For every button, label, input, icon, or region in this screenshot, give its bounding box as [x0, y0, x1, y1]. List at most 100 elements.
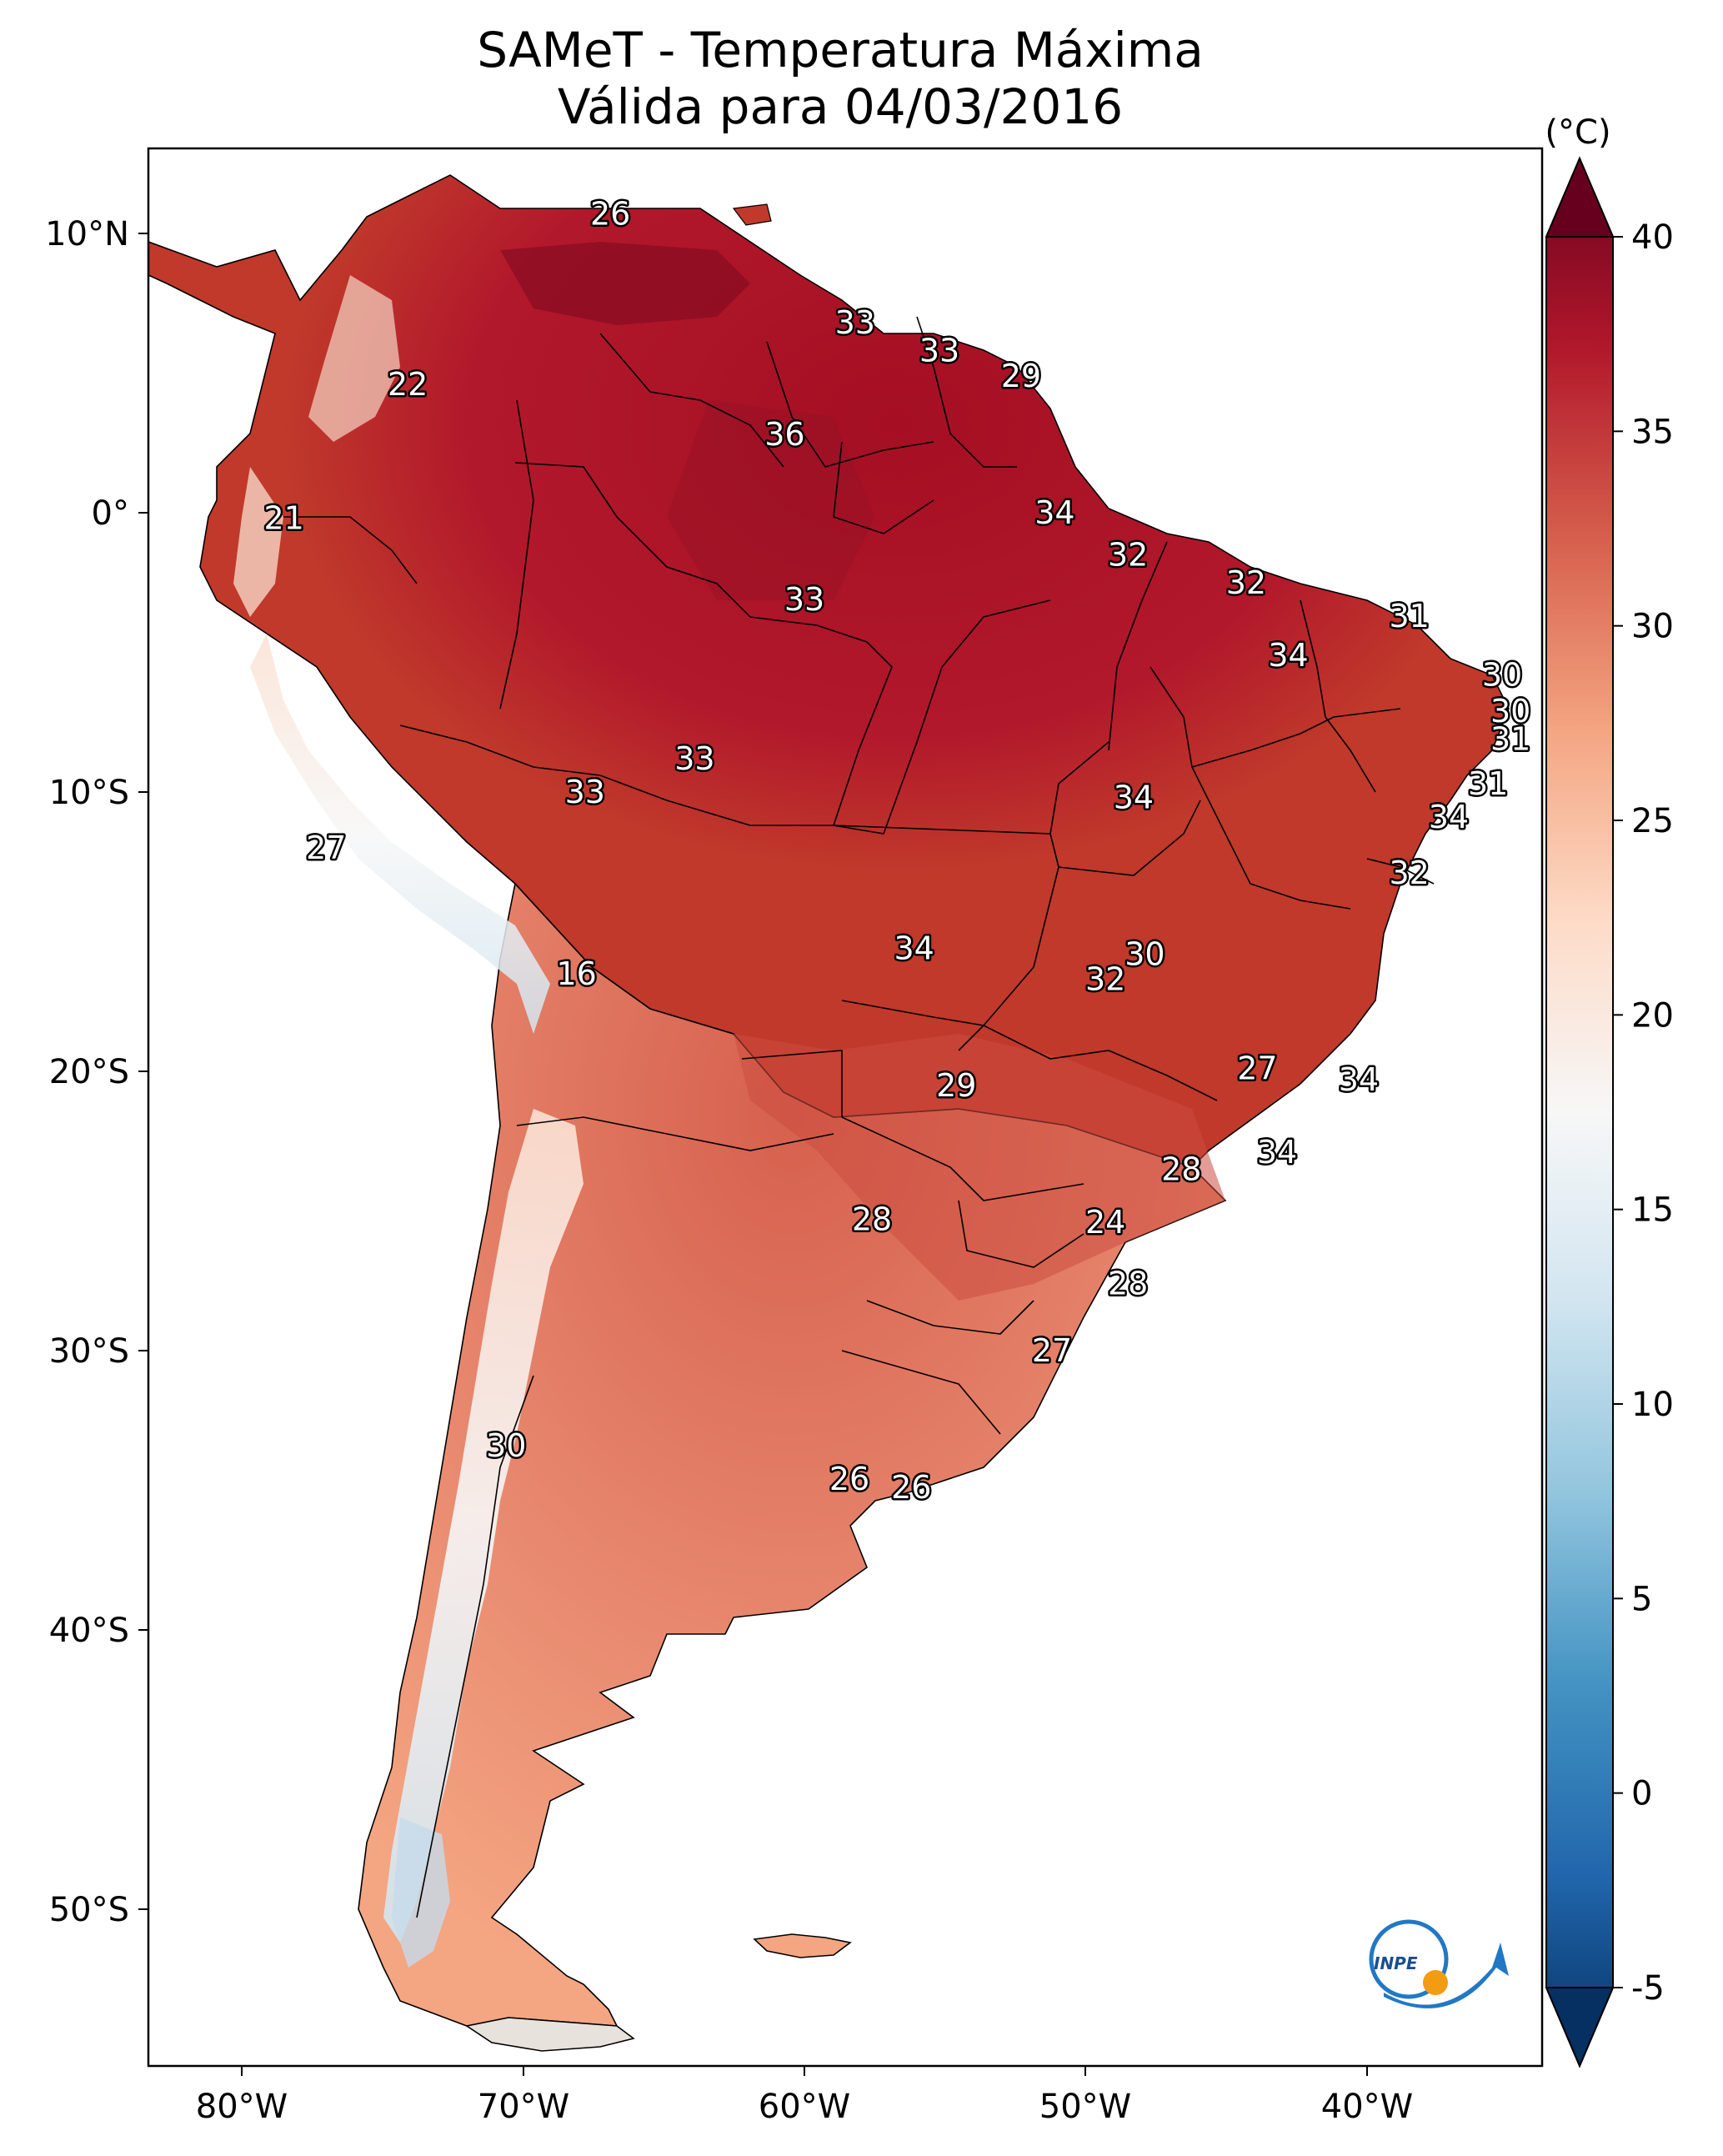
map-title-line1: SAMeT - Temperatura Máxima	[477, 22, 1204, 78]
colorbar-tick: 20	[1613, 996, 1674, 1035]
colorbar: (°C) 40 35 30 25 20 15 10 5 0 -5	[1545, 113, 1674, 2068]
lon-label: 40°W	[1321, 2088, 1413, 2126]
colorbar-tick-label: 25	[1631, 802, 1674, 840]
inpe-logo-ring	[1369, 1919, 1449, 1999]
city-temperature-label: 27	[1032, 1332, 1072, 1369]
andes-ecuador	[233, 467, 283, 617]
andes-south	[383, 1109, 584, 1943]
colorbar-ticks: 40 35 30 25 20 15 10 5 0 -5	[1613, 218, 1674, 2008]
colorbar-tick-label: 10	[1631, 1386, 1674, 1424]
colorbar-tick-label: 35	[1631, 413, 1674, 451]
colorbar-tick: 30	[1613, 608, 1674, 646]
city-temperature-label: 34	[1034, 494, 1074, 531]
city-temperature-label: 30	[1490, 693, 1530, 730]
colorbar-unit: (°C)	[1545, 113, 1610, 152]
colorbar-tick: 25	[1613, 802, 1674, 840]
city-temperature-label: 33	[565, 774, 605, 810]
colorbar-tick-label: 0	[1631, 1775, 1652, 1813]
colorbar-tick: 0	[1613, 1775, 1652, 1813]
hot-core-venezuela	[500, 242, 750, 325]
colorbar-tick: -5	[1613, 1969, 1665, 2008]
city-temperature-label: 27	[1237, 1050, 1277, 1087]
colorbar-min-extend	[1545, 1987, 1615, 2068]
city-temperature-label: 22	[388, 366, 428, 403]
hot-core-amazon	[667, 400, 875, 600]
city-temperature-label: 33	[919, 333, 959, 369]
colorbar-tick-label: 5	[1631, 1580, 1652, 1618]
colorbar-tick: 40	[1613, 218, 1674, 257]
land-falklands	[753, 1933, 852, 1958]
city-temperature-label: 33	[784, 581, 824, 618]
city-temperature-label: 28	[1161, 1151, 1201, 1187]
lon-label: 50°W	[1039, 2088, 1131, 2126]
inpe-logo-sun	[1423, 1970, 1448, 1995]
andes-north	[250, 634, 550, 1034]
lat-label: 30°S	[49, 1332, 129, 1371]
andes-colombia	[308, 275, 400, 442]
city-temperature-label: 32	[1085, 960, 1125, 997]
colorbar-tick: 5	[1613, 1580, 1652, 1618]
city-temperature-label: 28	[1108, 1266, 1148, 1302]
city-temperature-label: 32	[1108, 536, 1148, 573]
lon-label: 70°W	[478, 2088, 569, 2126]
city-temperature-label: 28	[852, 1201, 892, 1238]
city-temperature-label: 34	[1429, 799, 1469, 835]
city-temperature-label: 34	[1257, 1134, 1297, 1171]
city-temperature-label: 26	[829, 1461, 869, 1497]
lat-label: 20°S	[49, 1053, 129, 1091]
lon-label: 60°W	[759, 2088, 850, 2126]
city-temperature-label: 34	[1339, 1061, 1379, 1098]
colorbar-bar	[1545, 156, 1614, 2068]
colorbar-tick: 10	[1613, 1386, 1674, 1424]
patagonia-ice	[392, 1818, 450, 1968]
lat-label: 0°	[92, 494, 129, 533]
colorbar-tick-label: -5	[1631, 1969, 1665, 2008]
colorbar-tick-label: 20	[1631, 996, 1674, 1035]
lat-label: 10°N	[45, 215, 129, 253]
colorbar-tick-label: 15	[1631, 1191, 1674, 1230]
land-caribbean	[732, 203, 772, 226]
inpe-logo-text: INPE	[1374, 1953, 1418, 1973]
city-temperature-label: 24	[1085, 1204, 1125, 1241]
colorbar-tick-label: 30	[1631, 608, 1674, 646]
lat-label: 50°S	[49, 1891, 129, 1929]
latitude-axis: 10°N 0° 10°S 20°S 30°S 40°S 50°S	[45, 215, 148, 1929]
colorbar-max-extend	[1545, 156, 1615, 238]
political-borders	[283, 316, 1435, 1918]
colorbar-tick: 15	[1613, 1191, 1674, 1230]
city-temperature-label: 32	[1389, 855, 1429, 891]
city-temperature-label: 29	[1001, 358, 1041, 394]
city-temperature-label: 30	[1124, 935, 1165, 972]
colorbar-tick-label: 40	[1631, 218, 1674, 257]
city-temperature-label: 21	[263, 500, 303, 537]
city-temperature-label: 33	[674, 740, 714, 777]
city-temperature-label: 30	[1482, 656, 1522, 693]
map-title-line2: Válida para 04/03/2016	[558, 78, 1123, 135]
city-temperature-label: 36	[764, 416, 804, 453]
city-temperature-label: 31	[1468, 765, 1508, 802]
lat-label: 40°S	[49, 1612, 129, 1650]
colorbar-tick: 35	[1613, 413, 1674, 451]
map-frame	[147, 147, 1544, 2068]
land-north	[148, 174, 1510, 1168]
city-temperature-label: 26	[590, 196, 630, 233]
inpe-logo: INPE	[1369, 1919, 1509, 2008]
warm-southeast	[734, 1034, 1225, 1301]
inpe-logo-swoosh	[1384, 1943, 1509, 2008]
city-temperature-label: 26	[891, 1469, 931, 1506]
lat-label: 10°S	[49, 774, 129, 812]
city-temperature-label: 33	[835, 304, 875, 341]
city-temperature-label: 34	[1268, 637, 1308, 674]
city-temperature-label: 34	[894, 930, 934, 967]
city-temperature-label: 31	[1389, 598, 1429, 634]
city-temperature-label: 31	[1490, 720, 1530, 757]
city-temperature-label: 34	[1114, 780, 1154, 816]
lon-label: 80°W	[196, 2088, 288, 2126]
city-temperature-label: 27	[306, 830, 346, 866]
city-temperature-label: 30	[486, 1427, 526, 1464]
city-temperature-label: 29	[936, 1067, 976, 1104]
city-temperature-label: 32	[1226, 564, 1266, 601]
